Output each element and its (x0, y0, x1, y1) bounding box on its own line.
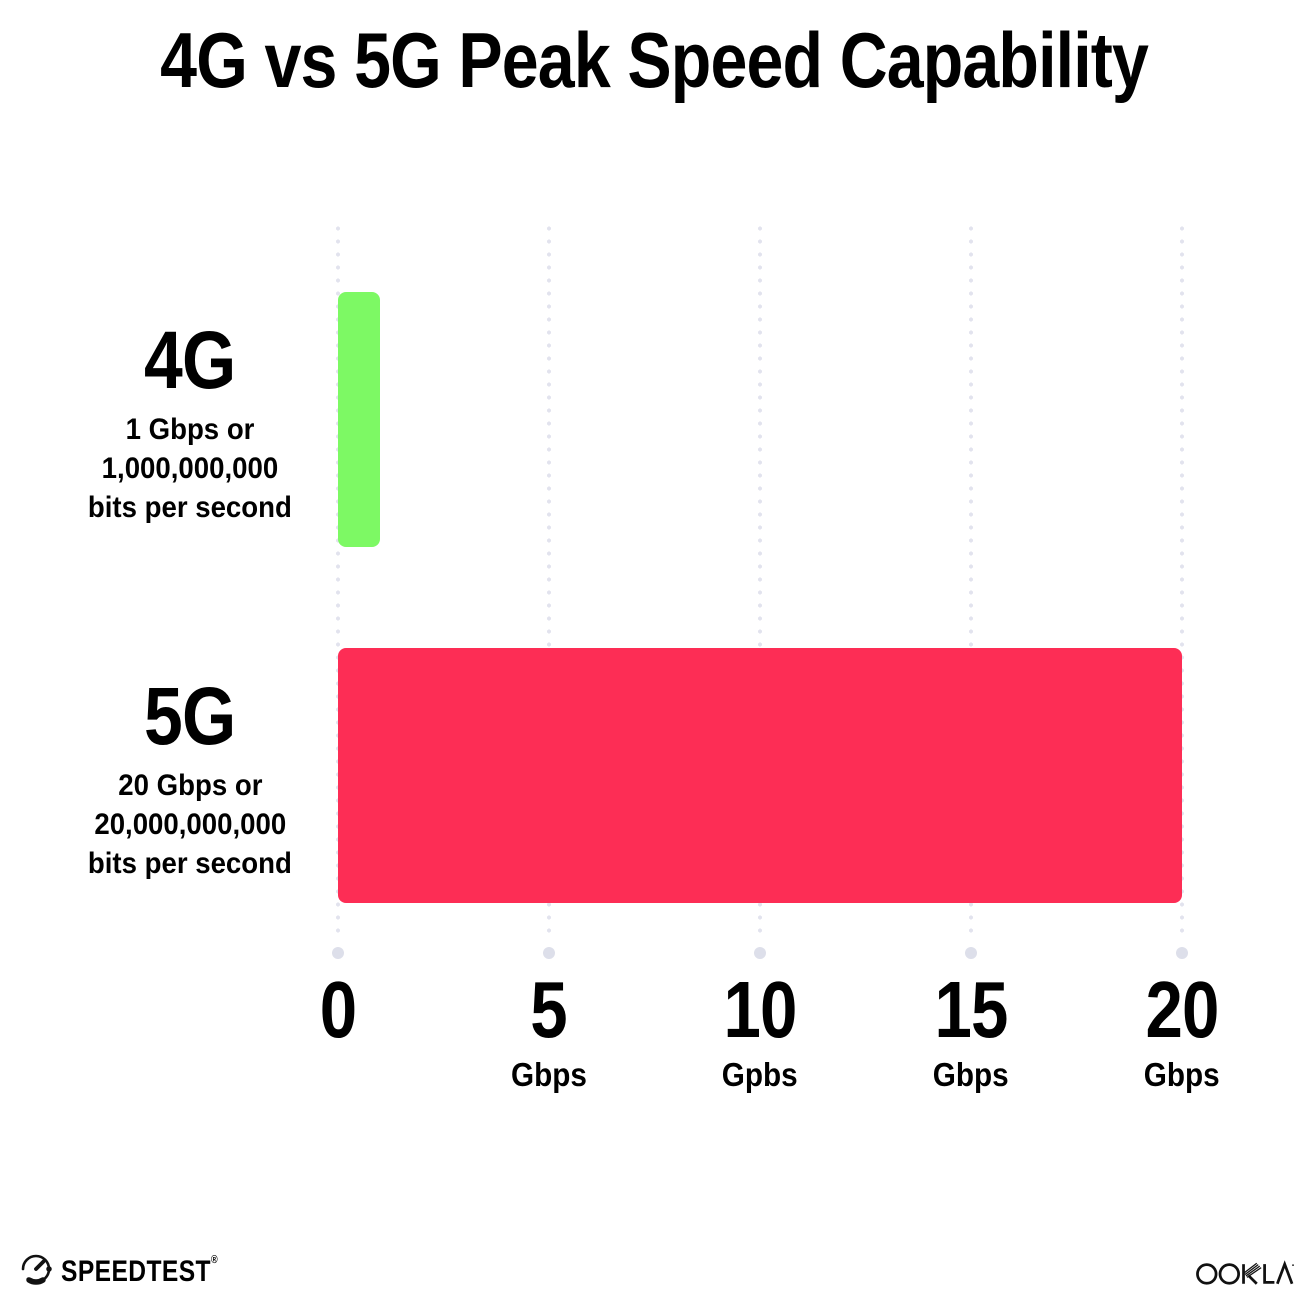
row-label-5g: 5G 20 Gbps or 20,000,000,000 bits per se… (50, 674, 330, 883)
bar-4g (338, 292, 381, 547)
x-tick-20-unit: Gbps (1144, 1056, 1220, 1093)
x-tick-10-unit: Gpbs (722, 1056, 798, 1093)
row-label-5g-subline-3: bits per second (88, 847, 292, 881)
plot-area (332, 222, 1188, 962)
speedtest-gauge-icon (18, 1252, 54, 1291)
x-tick-20: 20 Gbps (1139, 965, 1226, 1093)
x-tick-5: 5 Gbps (507, 965, 591, 1093)
row-label-5g-subline-1: 20 Gbps or (117, 769, 263, 803)
x-tick-20-value: 20 (1145, 965, 1219, 1054)
row-label-5g-name: 5G (144, 671, 236, 762)
x-tick-15: 15 Gbps (928, 965, 1015, 1093)
bar-5g (338, 648, 1182, 903)
gridline-10 (754, 222, 766, 959)
row-label-5g-sublabel: 20 Gbps or 20,000,000,000 bits per secon… (50, 766, 330, 883)
x-tick-15-unit: Gbps (933, 1056, 1009, 1093)
gridline-20 (1176, 222, 1188, 959)
chart-title: 4G vs 5G Peak Speed Capability (0, 16, 1308, 104)
row-label-4g-subline-1: 1 Gbps or (125, 413, 255, 447)
x-axis: 0 5 Gbps 10 Gpbs 15 Gbps 20 Gbps (320, 965, 1220, 1100)
x-tick-15-value: 15 (934, 965, 1008, 1054)
x-tick-0-value: 0 (319, 965, 357, 1054)
speedtest-wordmark: SPEEDTEST® (61, 1253, 219, 1288)
ookla-wordmark-icon (1196, 1260, 1294, 1292)
ookla-logo (1196, 1258, 1294, 1293)
row-label-4g-subline-2: 1,000,000,000 (101, 452, 279, 486)
chart-title-text: 4G vs 5G Peak Speed Capability (160, 16, 1149, 104)
speedtest-logo: SPEEDTEST® (18, 1252, 252, 1291)
row-label-5g-subline-2: 20,000,000,000 (94, 808, 286, 842)
row-label-4g: 4G 1 Gbps or 1,000,000,000 bits per seco… (50, 318, 330, 527)
x-tick-5-unit: Gbps (511, 1056, 587, 1093)
gridline-0 (332, 222, 344, 959)
row-label-4g-subline-3: bits per second (88, 491, 292, 525)
gridline-15 (965, 222, 977, 959)
x-tick-0: 0 (316, 970, 360, 1091)
row-label-4g-sublabel: 1 Gbps or 1,000,000,000 bits per second (50, 410, 330, 527)
speedtest-reg-mark: ® (210, 1253, 219, 1266)
row-label-4g-name: 4G (144, 315, 236, 406)
gridline-5 (543, 222, 555, 959)
x-tick-10-value: 10 (723, 965, 797, 1054)
x-tick-5-value: 5 (530, 965, 568, 1054)
x-tick-10: 10 Gpbs (717, 965, 804, 1093)
